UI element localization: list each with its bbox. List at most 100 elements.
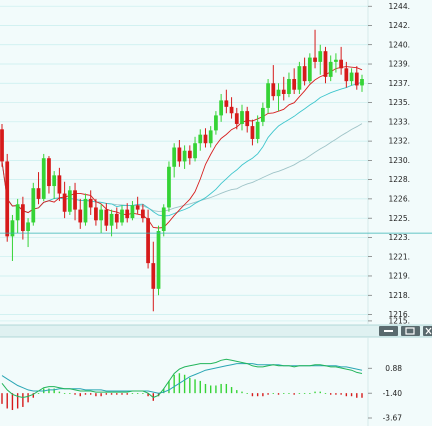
candle-body-down — [177, 147, 182, 162]
price-tick-label: 1244. — [389, 2, 410, 11]
candle-body-down — [104, 209, 109, 226]
histogram-bar — [350, 393, 353, 397]
histogram-bar — [53, 388, 55, 394]
price-tick-label: 1235. — [389, 98, 410, 107]
histogram-bar — [95, 393, 97, 397]
histogram-bar — [236, 390, 238, 394]
close-button[interactable] — [423, 326, 432, 336]
candle-body-up — [318, 51, 323, 62]
candle-body-up — [360, 79, 364, 86]
candle-body-up — [83, 198, 88, 223]
histogram-bar — [241, 391, 243, 394]
histogram-bar — [329, 393, 332, 395]
candle-body-up — [297, 66, 302, 90]
price-tick-label: 1221. — [389, 252, 410, 261]
candle-body-down — [94, 207, 98, 221]
candle-body-down — [245, 111, 250, 127]
histogram-bar — [267, 393, 269, 395]
candle-body-down — [0, 129, 4, 162]
histogram-bar — [220, 383, 222, 394]
candle-body-down — [339, 59, 344, 69]
histogram-bar — [277, 393, 280, 395]
candle-body-down — [20, 204, 25, 232]
histogram-bar — [110, 393, 113, 395]
price-tick-label: 1216. — [389, 310, 410, 319]
histogram-bar — [340, 393, 342, 395]
histogram-bar — [319, 391, 321, 394]
histogram-bar — [11, 393, 14, 411]
histogram-bar — [48, 388, 50, 394]
histogram-bar — [324, 393, 327, 394]
histogram-bar — [335, 393, 337, 395]
candle-body-down — [224, 100, 229, 107]
histogram-bar — [225, 383, 228, 394]
histogram-bar — [183, 374, 186, 394]
indicator-tick-label: -3.67 — [383, 414, 403, 423]
price-tick-label: 1215. — [389, 317, 410, 326]
candle-body-up — [219, 100, 224, 116]
candle-body-down — [88, 198, 93, 208]
price-tick-label: 1232. — [389, 137, 410, 146]
candle-body-down — [313, 57, 317, 62]
macd-line — [1, 358, 363, 399]
candle-body-up — [67, 190, 72, 212]
histogram-bar — [215, 385, 217, 394]
candle-body-down — [271, 83, 276, 97]
histogram-bar — [58, 391, 61, 394]
candle-body-up — [41, 158, 46, 199]
candle-body-up — [31, 188, 36, 223]
candle-body-up — [156, 231, 161, 289]
histogram-bar — [204, 383, 207, 394]
histogram-bar — [230, 387, 233, 394]
histogram-bar — [298, 393, 301, 394]
price-tick-label: 1225. — [389, 214, 410, 223]
histogram-bar — [173, 374, 175, 394]
histogram-bar — [100, 393, 102, 397]
candle-body-down — [292, 79, 297, 90]
candle-body-down — [140, 209, 145, 219]
price-tick-label: 1233. — [389, 117, 410, 126]
histogram-bar — [32, 393, 35, 398]
candle-body-up — [130, 205, 135, 219]
candle-body-down — [302, 66, 307, 82]
price-tick-label: 1226. — [389, 194, 410, 203]
candle-body-up — [214, 115, 218, 131]
histogram-bar — [27, 393, 29, 403]
candle-body-down — [354, 72, 359, 86]
minimize-button[interactable] — [379, 326, 398, 336]
candle-body-down — [187, 150, 192, 159]
restore-button[interactable] — [401, 326, 420, 336]
histogram-bar — [69, 393, 71, 394]
histogram-bar — [22, 393, 24, 407]
histogram-bar — [105, 393, 108, 395]
candle-body-up — [10, 220, 15, 237]
histogram-bar — [293, 393, 295, 395]
price-tick-label: 1219. — [389, 272, 410, 281]
price-tick-label: 1239. — [389, 60, 410, 69]
histogram-bar — [288, 393, 290, 394]
indicator-axis: 0.88 -1.40 -3.67 — [368, 364, 402, 423]
candle-body-up — [198, 134, 203, 144]
candle-body-up — [120, 209, 124, 223]
candle-body-down — [47, 158, 51, 187]
candle-body-down — [229, 106, 234, 114]
price-tick-label: 1237. — [389, 79, 410, 88]
candle-body-down — [5, 161, 10, 237]
histogram-bar — [136, 393, 139, 394]
candle-body-up — [182, 150, 187, 162]
histogram-bar — [121, 393, 123, 395]
histogram-bar — [168, 380, 170, 394]
candlesticks — [0, 29, 364, 312]
candle-body-down — [250, 126, 255, 139]
histogram-bar — [361, 393, 363, 398]
pane-divider[interactable] — [0, 325, 432, 337]
pane-toolbar — [379, 326, 432, 336]
candle-body-up — [193, 143, 197, 159]
histogram-bar — [283, 393, 285, 394]
moving-averages — [1, 66, 363, 229]
candle-body-up — [276, 89, 281, 97]
close-button-bg[interactable] — [423, 326, 432, 336]
